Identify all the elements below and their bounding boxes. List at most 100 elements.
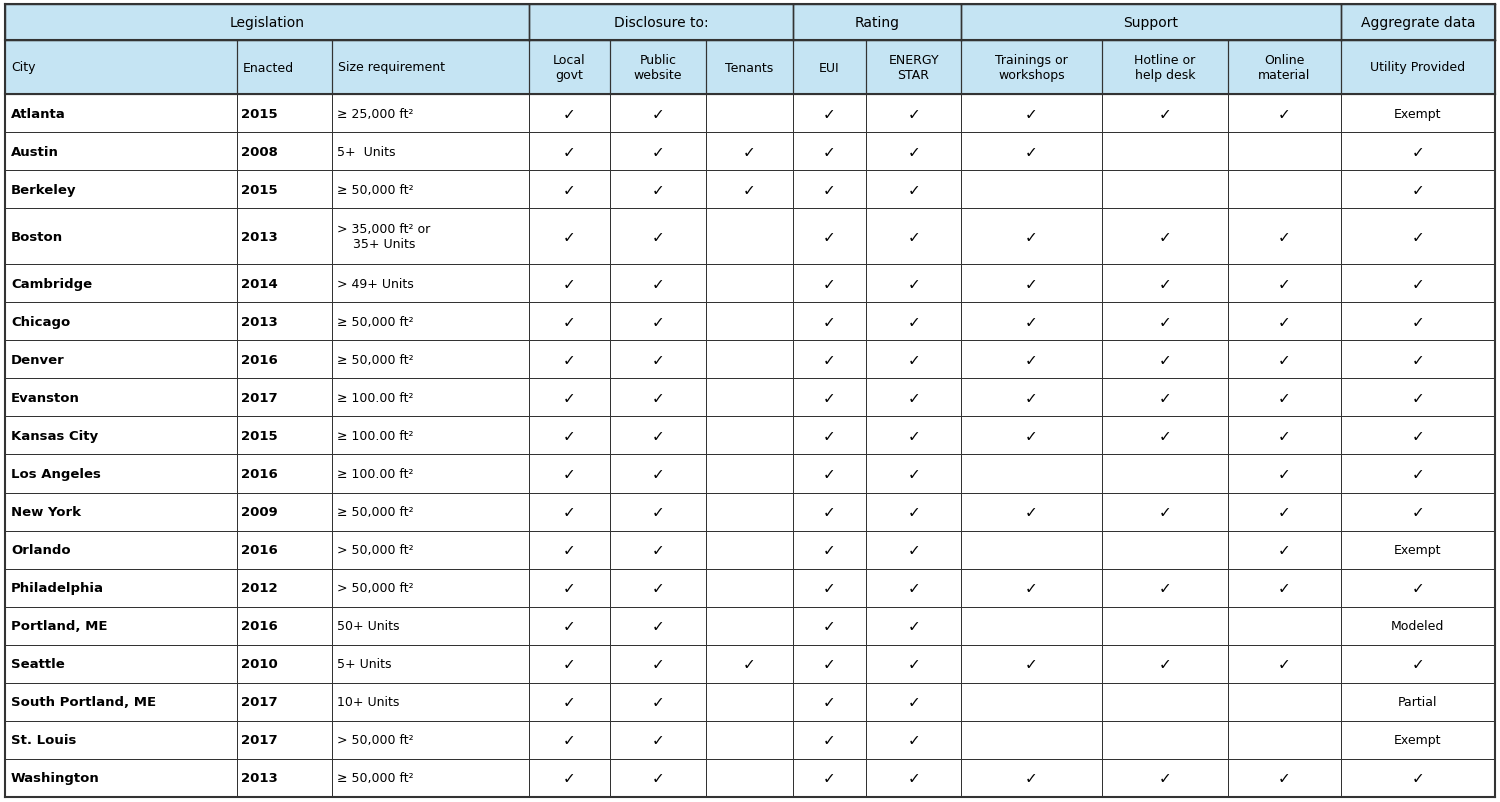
- Text: ≥ 100.00 ft²: ≥ 100.00 ft²: [338, 429, 414, 443]
- Text: ✓: ✓: [651, 618, 664, 634]
- Text: ✓: ✓: [1412, 467, 1424, 481]
- Bar: [1341, 41, 1496, 95]
- Text: 2015: 2015: [240, 184, 278, 196]
- Text: ✓: ✓: [908, 618, 920, 634]
- Bar: [1102, 683, 1228, 721]
- Text: ✓: ✓: [651, 695, 664, 710]
- Text: Support: Support: [1124, 16, 1179, 30]
- Bar: [794, 133, 865, 171]
- Text: ✓: ✓: [908, 732, 920, 747]
- Text: Utility Provided: Utility Provided: [1370, 62, 1466, 75]
- Text: ✓: ✓: [824, 277, 836, 291]
- Bar: [706, 607, 794, 645]
- Bar: [332, 379, 530, 417]
- Text: Legislation: Legislation: [230, 16, 304, 30]
- Bar: [706, 417, 794, 455]
- Bar: [1102, 417, 1228, 455]
- Bar: [1228, 95, 1341, 133]
- Text: > 35,000 ft² or
35+ Units: > 35,000 ft² or 35+ Units: [338, 223, 430, 251]
- Text: ✓: ✓: [651, 182, 664, 197]
- Text: ✓: ✓: [1158, 771, 1172, 785]
- Text: 2014: 2014: [240, 277, 278, 290]
- Bar: [530, 645, 610, 683]
- Text: ✓: ✓: [824, 182, 836, 197]
- Text: Orlando: Orlando: [10, 544, 70, 557]
- Text: ✓: ✓: [1412, 144, 1424, 160]
- Bar: [530, 265, 610, 303]
- Bar: [1341, 683, 1496, 721]
- Bar: [962, 133, 1102, 171]
- Bar: [706, 721, 794, 759]
- Text: ✓: ✓: [651, 467, 664, 481]
- Bar: [962, 645, 1102, 683]
- Bar: [962, 721, 1102, 759]
- Bar: [706, 171, 794, 209]
- Bar: [865, 721, 962, 759]
- Bar: [962, 171, 1102, 209]
- Bar: [865, 209, 962, 265]
- Text: ✓: ✓: [824, 352, 836, 367]
- Bar: [794, 493, 865, 531]
- Bar: [706, 303, 794, 341]
- Bar: [962, 41, 1102, 95]
- Bar: [1341, 303, 1496, 341]
- Text: ✓: ✓: [824, 391, 836, 406]
- Bar: [794, 265, 865, 303]
- Bar: [610, 133, 706, 171]
- Bar: [794, 569, 865, 607]
- Text: ✓: ✓: [1024, 657, 1038, 671]
- Bar: [4, 209, 237, 265]
- Bar: [865, 265, 962, 303]
- Text: ✓: ✓: [824, 542, 836, 557]
- Bar: [332, 417, 530, 455]
- Bar: [332, 95, 530, 133]
- Bar: [1341, 209, 1496, 265]
- Bar: [1102, 95, 1228, 133]
- Text: ✓: ✓: [562, 467, 576, 481]
- Text: ✓: ✓: [908, 277, 920, 291]
- Bar: [962, 417, 1102, 455]
- Bar: [237, 531, 332, 569]
- Bar: [4, 303, 237, 341]
- Text: 50+ Units: 50+ Units: [338, 619, 399, 633]
- Bar: [610, 379, 706, 417]
- Bar: [237, 303, 332, 341]
- Text: ✓: ✓: [562, 144, 576, 160]
- Text: 2013: 2013: [240, 315, 278, 328]
- Bar: [1228, 493, 1341, 531]
- Text: 2008: 2008: [240, 145, 278, 158]
- Bar: [332, 493, 530, 531]
- Bar: [706, 41, 794, 95]
- Bar: [794, 531, 865, 569]
- Bar: [530, 683, 610, 721]
- Text: ✓: ✓: [562, 542, 576, 557]
- Bar: [1102, 379, 1228, 417]
- Text: 5+  Units: 5+ Units: [338, 145, 396, 158]
- Text: ✓: ✓: [1024, 107, 1038, 121]
- Bar: [237, 133, 332, 171]
- Bar: [4, 133, 237, 171]
- Text: > 50,000 ft²: > 50,000 ft²: [338, 581, 414, 594]
- Bar: [865, 417, 962, 455]
- Bar: [4, 95, 237, 133]
- Text: ✓: ✓: [562, 581, 576, 595]
- Bar: [865, 41, 962, 95]
- Text: ✓: ✓: [908, 428, 920, 444]
- Text: Denver: Denver: [10, 354, 64, 367]
- Text: ✓: ✓: [824, 695, 836, 710]
- Bar: [610, 493, 706, 531]
- Bar: [865, 455, 962, 493]
- Text: ✓: ✓: [1024, 229, 1038, 245]
- Bar: [237, 493, 332, 531]
- Text: ✓: ✓: [1412, 391, 1424, 406]
- Bar: [530, 41, 610, 95]
- Bar: [610, 95, 706, 133]
- Bar: [1228, 379, 1341, 417]
- Bar: [332, 607, 530, 645]
- Bar: [332, 341, 530, 379]
- Bar: [706, 95, 794, 133]
- Text: ✓: ✓: [1024, 391, 1038, 406]
- Text: Chicago: Chicago: [10, 315, 70, 328]
- Text: 2015: 2015: [240, 107, 278, 120]
- Bar: [237, 171, 332, 209]
